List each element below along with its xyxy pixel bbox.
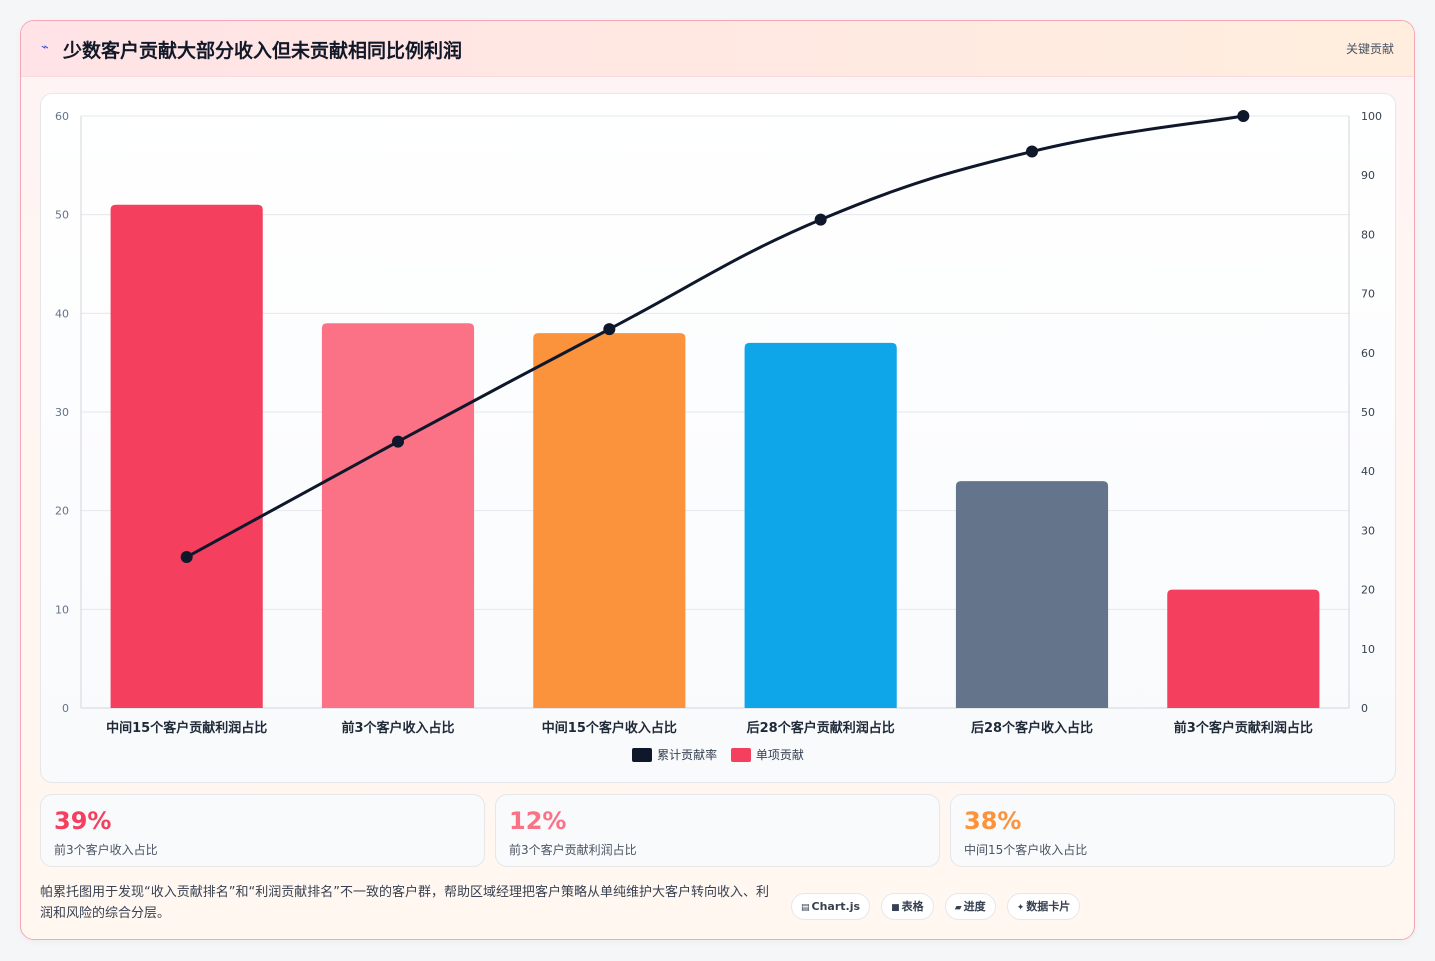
stat-card: 39% 前3个客户收入占比 bbox=[40, 794, 485, 867]
y2-tick-label: 40 bbox=[1361, 465, 1375, 478]
legend-label-single: 单项贡献 bbox=[755, 748, 804, 762]
bar bbox=[744, 342, 897, 708]
stat-label: 中间15个客户收入占比 bbox=[964, 843, 1088, 857]
card-title: 少数客户贡献大部分收入但未贡献相同比例利润 bbox=[63, 40, 463, 62]
x-tick-label: 前3个客户贡献利润占比 bbox=[1174, 720, 1313, 736]
stat-card: 38% 中间15个客户收入占比 bbox=[950, 794, 1395, 867]
y-tick-label: 30 bbox=[55, 406, 69, 419]
legend-swatch-single bbox=[730, 747, 751, 762]
card-header: ⌁ 少数客户贡献大部分收入但未贡献相同比例利润 关键贡献 bbox=[21, 21, 1414, 77]
chip-table[interactable]: ■ 表格 bbox=[881, 893, 934, 920]
stat-card: 12% 前3个客户贡献利润占比 bbox=[495, 794, 940, 867]
pareto-chart: 0 10 20 30 40 50 60 0 10 20 30 40 50 60 70 80 90 100 中间15个… bbox=[55, 110, 1382, 736]
chart-legend: 累计贡献率 单项贡献 bbox=[41, 746, 1395, 765]
sparkle-icon: ✦ bbox=[1016, 903, 1025, 913]
chart-panel: 0 10 20 30 40 50 60 0 10 20 30 40 50 60 70 80 90 100 中间15个… bbox=[40, 93, 1396, 783]
y2-tick-label: 80 bbox=[1361, 228, 1375, 241]
bar bbox=[321, 323, 475, 708]
y2-tick-label: 20 bbox=[1361, 584, 1375, 597]
bar bbox=[1167, 589, 1320, 708]
chip-label: 数据卡片 bbox=[1026, 900, 1071, 913]
cumulative-point bbox=[1026, 145, 1038, 158]
stat-value: 12% bbox=[509, 807, 567, 835]
cumulative-point bbox=[1237, 110, 1250, 122]
legend-label-cumulative: 累计贡献率 bbox=[657, 748, 718, 762]
cumulative-point bbox=[392, 435, 404, 448]
bar bbox=[110, 204, 263, 709]
y-tick-label: 60 bbox=[55, 110, 69, 123]
y2-tick-label: 30 bbox=[1361, 524, 1375, 537]
tech-chips: ▤ Chart.js ■ 表格 ▰ 进度 ✦ 数据卡片 bbox=[791, 893, 1086, 920]
chart-description: 帕累托图用于发现“收入贡献排名”和“利润贡献排名”不一致的客户群，帮助区域经理把… bbox=[40, 885, 769, 921]
chip-chartjs[interactable]: ▤ Chart.js bbox=[791, 893, 871, 920]
x-tick-label: 中间15个客户收入占比 bbox=[542, 720, 677, 736]
legend-item-single[interactable]: 单项贡献 bbox=[730, 746, 804, 763]
stat-value: 38% bbox=[964, 807, 1022, 835]
stat-cards: 39% 前3个客户收入占比 12% 前3个客户贡献利润占比 38% 中间15个客… bbox=[40, 794, 1396, 867]
chip-label: 表格 bbox=[901, 900, 924, 913]
y2-tick-label: 0 bbox=[1361, 702, 1368, 715]
cumulative-point bbox=[603, 323, 616, 336]
bar bbox=[955, 481, 1109, 708]
chart-icon: ▤ bbox=[801, 903, 810, 913]
y2-tick-label: 50 bbox=[1361, 406, 1375, 419]
y2-tick-label: 90 bbox=[1361, 169, 1375, 182]
y-tick-label: 50 bbox=[55, 209, 69, 222]
key-contribution-tag: 关键贡献 bbox=[1345, 42, 1394, 56]
y2-tick-label: 100 bbox=[1361, 110, 1382, 123]
x-tick-label: 后28个客户收入占比 bbox=[971, 720, 1093, 736]
cumulative-point bbox=[814, 213, 827, 226]
legend-item-cumulative[interactable]: 累计贡献率 bbox=[632, 746, 717, 763]
chip-data-card[interactable]: ✦ 数据卡片 bbox=[1006, 893, 1081, 920]
y-tick-label: 20 bbox=[55, 505, 69, 518]
x-tick-label: 中间15个客户贡献利润占比 bbox=[106, 720, 267, 736]
y-tick-label: 10 bbox=[55, 603, 69, 616]
stat-value: 39% bbox=[54, 807, 112, 835]
stat-label: 前3个客户收入占比 bbox=[54, 843, 158, 857]
chip-label: Chart.js bbox=[811, 900, 861, 913]
cumulative-line bbox=[185, 114, 1244, 559]
y-tick-label: 40 bbox=[55, 307, 69, 320]
x-tick-label: 后28个客户贡献利润占比 bbox=[747, 720, 895, 736]
y2-tick-label: 10 bbox=[1361, 643, 1375, 656]
chip-progress[interactable]: ▰ 进度 bbox=[944, 893, 996, 920]
x-tick-label: 前3个客户收入占比 bbox=[341, 720, 454, 736]
chart-card: ⌁ 少数客户贡献大部分收入但未贡献相同比例利润 关键贡献 0 10 20 30 40 50… bbox=[20, 20, 1415, 940]
cumulative-point bbox=[180, 551, 193, 564]
lightning-icon: ⌁ bbox=[41, 40, 49, 55]
y-tick-label: 0 bbox=[62, 702, 69, 715]
stat-label: 前3个客户贡献利润占比 bbox=[509, 843, 637, 857]
table-icon: ■ bbox=[891, 903, 900, 913]
progress-icon: ▰ bbox=[954, 903, 962, 913]
y2-tick-label: 70 bbox=[1361, 288, 1375, 301]
chip-label: 进度 bbox=[963, 900, 986, 913]
legend-swatch-cumulative bbox=[632, 747, 653, 762]
bar bbox=[533, 333, 686, 708]
y2-tick-label: 60 bbox=[1361, 347, 1375, 360]
